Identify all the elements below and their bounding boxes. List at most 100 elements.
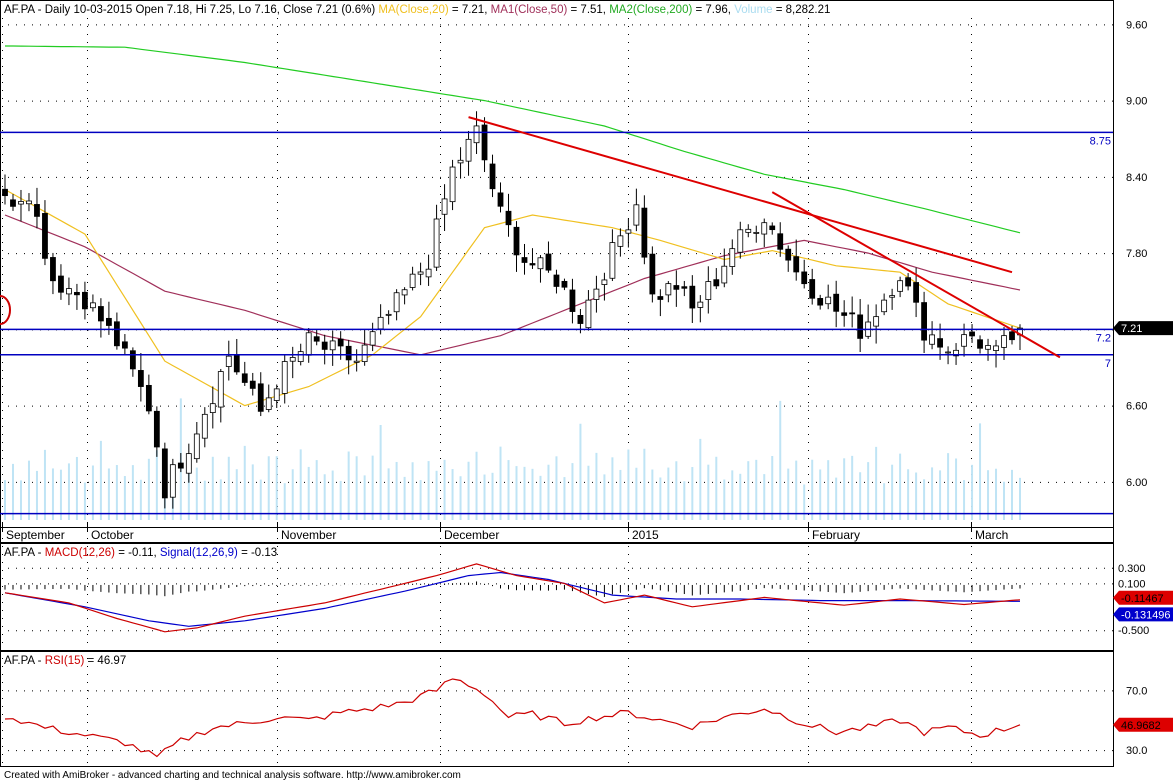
candle-body [961, 334, 967, 347]
candle-body [241, 373, 248, 383]
signal-line [4, 571, 1020, 627]
signal-last-badge-bg [1113, 607, 1173, 622]
candle-body [705, 281, 712, 300]
candle-body [609, 242, 616, 279]
x-tick-label: March [975, 528, 1008, 542]
candle-body [129, 350, 136, 370]
candle-body [345, 345, 352, 361]
x-tick-label: November [281, 528, 336, 542]
candle-body [193, 433, 200, 460]
candle-body [921, 302, 927, 341]
candle-body [121, 341, 128, 349]
candle-body [993, 345, 999, 351]
candle-body [721, 265, 728, 284]
candle-body [481, 124, 488, 161]
price-header: AF.PA - Daily 10-03-2015 Open 7.18, Hi 7… [4, 4, 830, 16]
candle-body [617, 235, 624, 247]
candle-body [433, 218, 440, 268]
candle-body [545, 253, 552, 271]
trendline [771, 191, 1061, 359]
candle-body [425, 268, 432, 278]
candle-body [489, 163, 496, 190]
candle-body [625, 229, 632, 234]
candle-body [169, 464, 176, 498]
vertical-grid [2, 18, 972, 767]
candle-body [513, 226, 520, 256]
trendline [468, 116, 1013, 274]
candle-body [217, 371, 224, 408]
candle-body [905, 277, 912, 287]
candle-body [449, 166, 456, 203]
candle-body [577, 315, 584, 324]
candle-body [233, 355, 240, 373]
candle-body [98, 306, 104, 322]
footer-credit: Created with AmiBroker - advanced charti… [4, 770, 461, 781]
candle-body [465, 138, 472, 162]
horizontal-grid [0, 24, 1113, 752]
last-close-badge-bg [1113, 321, 1173, 336]
price-y-tick-label: 6.00 [1126, 477, 1147, 489]
candle-body [273, 388, 280, 401]
candle-body [649, 253, 656, 295]
candle-body [889, 295, 896, 298]
candle-body [153, 410, 160, 448]
candle-body [593, 288, 600, 300]
candle-body [753, 232, 760, 234]
x-tick-label: 2015 [632, 528, 659, 542]
candle-body [777, 233, 784, 250]
candle-body [561, 280, 568, 288]
candle-body [50, 257, 56, 282]
candle-body [729, 248, 736, 267]
value-badges: 7.21 -0.11467 -0.131496 46.9682 [1113, 321, 1173, 732]
rsi-y-tick-label: 30.0 [1126, 745, 1147, 757]
candle-body [689, 285, 696, 309]
macd-last-badge: -0.11467 [1121, 593, 1164, 605]
ma50-line [4, 214, 1021, 356]
candle-body [58, 275, 64, 293]
candle-body [857, 314, 864, 339]
candle-body [401, 289, 408, 296]
candle-body [393, 292, 400, 313]
candle-body [913, 282, 920, 303]
candle-body [185, 453, 192, 474]
price-y-tick-label: 7.80 [1126, 248, 1147, 260]
candle-body [553, 274, 560, 287]
candle-body [209, 403, 216, 414]
candle-body [657, 296, 664, 300]
candle-body [833, 293, 840, 312]
candle-body [953, 349, 959, 357]
macd-panel-frame [0, 543, 1114, 651]
candle-body [417, 271, 424, 275]
candle-body [817, 298, 824, 306]
candle-body [74, 291, 80, 296]
rsi-last-badge-bg [1113, 717, 1173, 732]
candle-body [769, 225, 776, 231]
candle-body [34, 204, 40, 217]
x-tick-label: September [6, 528, 65, 542]
candle-body [42, 213, 48, 259]
candle-body [377, 316, 384, 330]
macd-line [4, 563, 1021, 633]
candle-body [633, 204, 640, 226]
candle-body [801, 271, 808, 285]
candle-body [569, 289, 576, 312]
candle-body [641, 207, 648, 258]
price-y-tick-label: 9.00 [1126, 96, 1147, 108]
candle-body [177, 462, 184, 469]
candle-body [10, 199, 16, 207]
candlesticks [2, 111, 1023, 509]
candle-body [585, 299, 592, 329]
candle-body [505, 210, 512, 226]
rsi-y-tick-label: 70.0 [1126, 685, 1147, 697]
hline-label: 8.75 [1090, 135, 1111, 147]
candle-body [2, 188, 8, 197]
candle-body [1009, 331, 1015, 341]
candle-body [26, 200, 32, 205]
candle-body [385, 313, 392, 316]
candle-body [809, 279, 816, 299]
candle-body [737, 229, 744, 253]
hline-label: 7.2 [1096, 332, 1111, 344]
horizontal-lines: 8.75 7.2 7 [0, 131, 1113, 515]
candle-body [841, 312, 848, 316]
